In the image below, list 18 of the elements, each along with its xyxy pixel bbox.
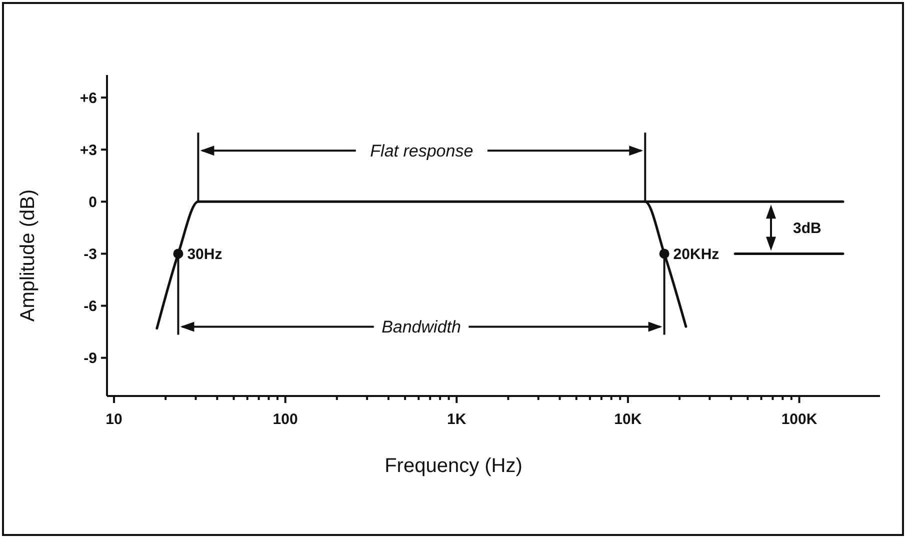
x-tick-label: 100K <box>781 411 818 428</box>
annotation: 20KHz <box>673 246 720 263</box>
annotation: Flat response <box>370 142 474 161</box>
y-tick-label: +3 <box>80 142 97 159</box>
x-tick-label: 100 <box>272 411 298 428</box>
x-tick-label: 1K <box>447 411 466 428</box>
y-tick-label: -3 <box>84 246 97 263</box>
y-tick-label: -6 <box>84 298 97 316</box>
annotation: 3dB <box>792 220 822 237</box>
y-tick-label: 0 <box>88 194 97 211</box>
x-axis-title: Frequency (Hz) <box>384 455 522 477</box>
annotation: Bandwidth <box>382 318 461 337</box>
annotation: 30Hz <box>187 246 222 263</box>
y-axis-title: Amplitude (dB) <box>17 189 39 322</box>
y-tick-label: -9 <box>84 350 97 368</box>
y-tick-label: +6 <box>80 90 97 107</box>
x-tick-label: 10 <box>106 411 122 428</box>
x-tick-label: 10K <box>614 411 642 428</box>
